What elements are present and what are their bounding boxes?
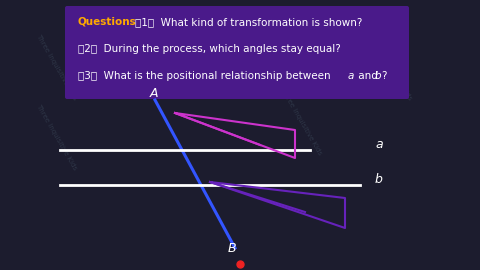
Text: a: a: [375, 138, 383, 151]
Text: A: A: [150, 87, 158, 100]
Text: （3）  What is the positional relationship between: （3） What is the positional relationship …: [78, 71, 334, 81]
Text: （1）  What kind of transformation is shown?: （1） What kind of transformation is shown…: [135, 17, 362, 27]
Text: （2）  During the process, which angles stay equal?: （2） During the process, which angles sta…: [78, 44, 341, 54]
Text: Three Inquisitive Kids: Three Inquisitive Kids: [370, 33, 413, 101]
Text: Three Inquisitive Kids: Three Inquisitive Kids: [35, 33, 78, 101]
Text: Questions: Questions: [78, 17, 137, 27]
Text: and: and: [355, 71, 381, 81]
Text: Three Inquisitive Kids: Three Inquisitive Kids: [280, 88, 323, 156]
FancyBboxPatch shape: [65, 6, 409, 99]
Text: Three Inquisitive Kids: Three Inquisitive Kids: [35, 103, 78, 171]
Text: ?: ?: [381, 71, 386, 81]
Text: b: b: [375, 173, 383, 186]
Text: b: b: [375, 71, 382, 81]
Text: a: a: [348, 71, 354, 81]
Text: B: B: [228, 242, 237, 255]
